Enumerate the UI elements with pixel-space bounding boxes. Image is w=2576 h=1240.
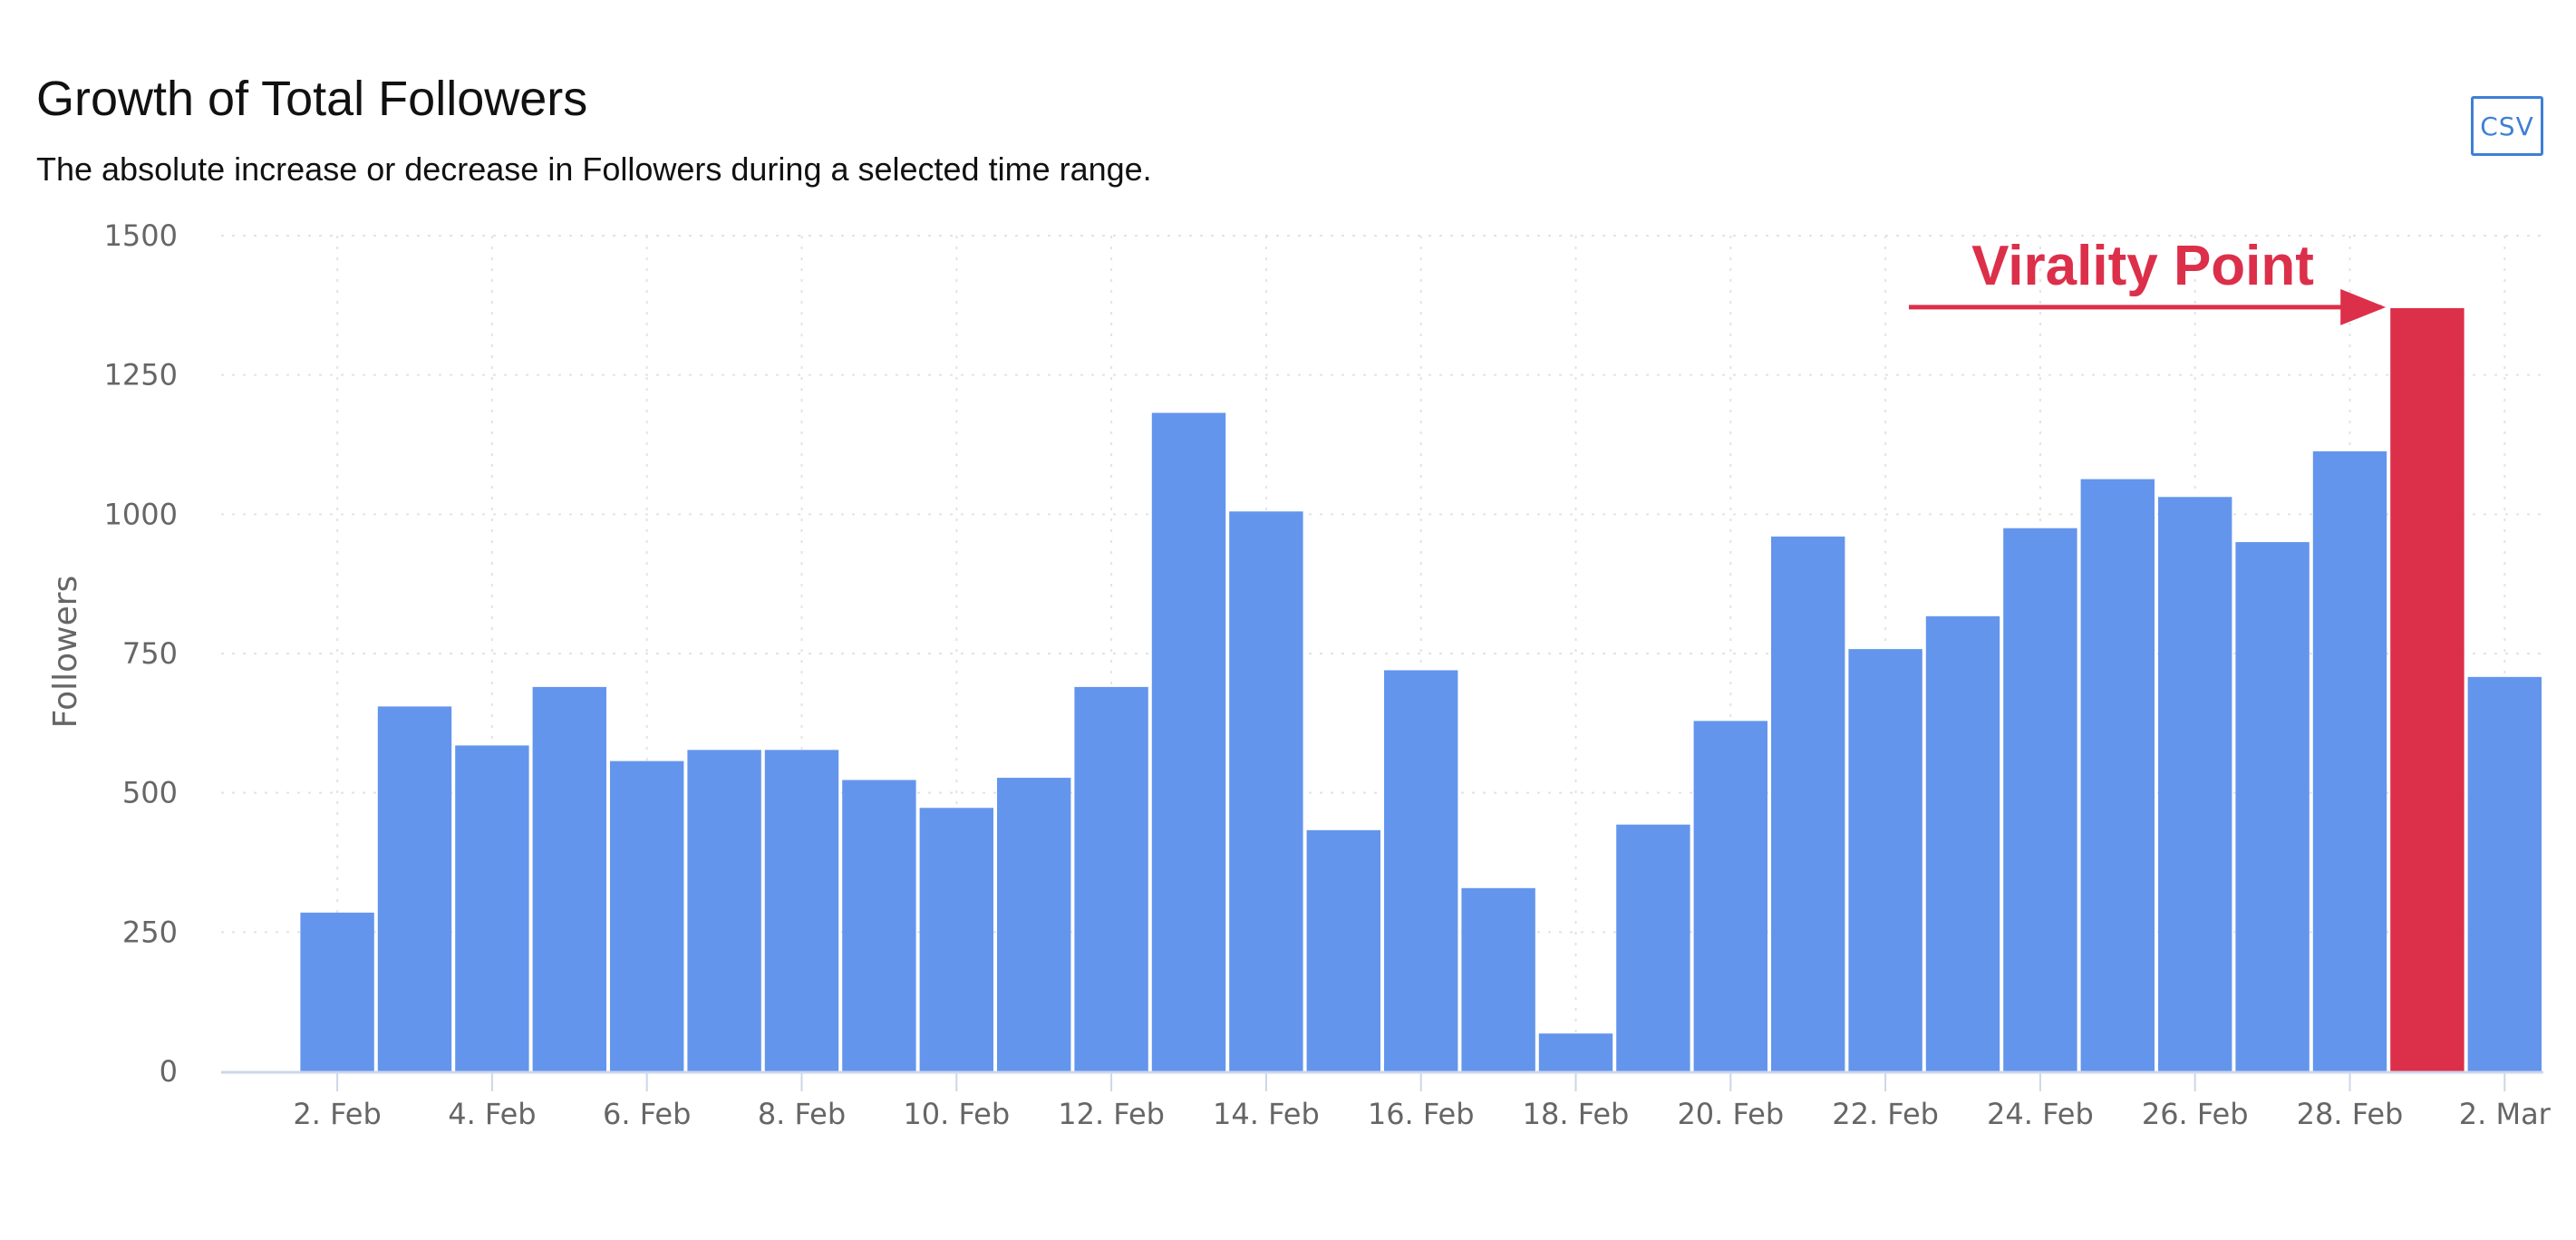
y-tick-label: 1250 bbox=[104, 358, 178, 392]
x-tick-label: 4. Feb bbox=[448, 1097, 536, 1131]
x-tick-label: 10. Feb bbox=[903, 1097, 1010, 1131]
bar bbox=[1616, 824, 1690, 1071]
chart-subtitle: The absolute increase or decrease in Fol… bbox=[36, 150, 1152, 188]
bar bbox=[1925, 615, 2000, 1071]
x-tick-label: 8. Feb bbox=[758, 1097, 846, 1131]
bar bbox=[764, 750, 839, 1071]
virality-annotation: Virality Point bbox=[1909, 235, 2387, 325]
x-tick-label: 14. Feb bbox=[1213, 1097, 1320, 1131]
x-tick-label: 20. Feb bbox=[1677, 1097, 1784, 1131]
bar bbox=[532, 686, 606, 1071]
bar-series bbox=[300, 307, 2542, 1072]
x-tick-label: 18. Feb bbox=[1523, 1097, 1630, 1131]
csv-export-button[interactable]: CSV bbox=[2471, 96, 2543, 156]
highlight-bar bbox=[2390, 307, 2465, 1071]
x-tick-label: 2. Feb bbox=[293, 1097, 381, 1131]
bar bbox=[1384, 670, 1458, 1071]
bar bbox=[300, 912, 374, 1071]
bar bbox=[2312, 450, 2387, 1072]
x-tick-label: 12. Feb bbox=[1058, 1097, 1165, 1131]
bar bbox=[1461, 887, 1535, 1071]
x-tick-label: 16. Feb bbox=[1368, 1097, 1475, 1131]
bar bbox=[1229, 511, 1303, 1071]
bar bbox=[2003, 528, 2077, 1071]
bar bbox=[1538, 1033, 1613, 1071]
bar bbox=[377, 706, 452, 1071]
bar bbox=[997, 778, 1071, 1071]
bar bbox=[1848, 649, 1922, 1071]
annotation-label: Virality Point bbox=[1971, 235, 2314, 297]
bar bbox=[1074, 686, 1148, 1071]
x-tick-label: 22. Feb bbox=[1832, 1097, 1939, 1131]
bar bbox=[2467, 676, 2542, 1071]
x-tick-label: 6. Feb bbox=[603, 1097, 691, 1131]
y-tick-label: 250 bbox=[122, 915, 178, 949]
bar bbox=[687, 750, 761, 1071]
x-tick-label: 24. Feb bbox=[1987, 1097, 2094, 1131]
y-tick-label: 750 bbox=[122, 636, 178, 671]
bar bbox=[2158, 497, 2232, 1071]
bar bbox=[919, 808, 993, 1071]
bar bbox=[1771, 536, 1845, 1071]
bar bbox=[610, 760, 684, 1071]
bar bbox=[455, 745, 529, 1071]
bar bbox=[1151, 412, 1226, 1071]
x-tick-label: 28. Feb bbox=[2297, 1097, 2404, 1131]
bar bbox=[1693, 721, 1767, 1071]
chart-title: Growth of Total Followers bbox=[36, 72, 588, 126]
bar bbox=[2235, 542, 2310, 1071]
y-tick-label: 1000 bbox=[104, 497, 178, 531]
bar bbox=[1306, 829, 1380, 1071]
y-axis-title: Followers bbox=[47, 576, 84, 729]
y-tick-label: 0 bbox=[160, 1054, 178, 1089]
bar bbox=[2080, 479, 2155, 1071]
y-tick-label: 1500 bbox=[104, 218, 178, 253]
y-tick-label: 500 bbox=[122, 776, 178, 810]
x-tick-label: 26. Feb bbox=[2142, 1097, 2249, 1131]
axes: 0 250 500 750 1000 1250 1500 2. Feb 4. Feb 6. Feb… bbox=[47, 218, 2552, 1131]
x-tick-label: 2. Mar bbox=[2459, 1097, 2552, 1131]
bar bbox=[842, 780, 916, 1071]
